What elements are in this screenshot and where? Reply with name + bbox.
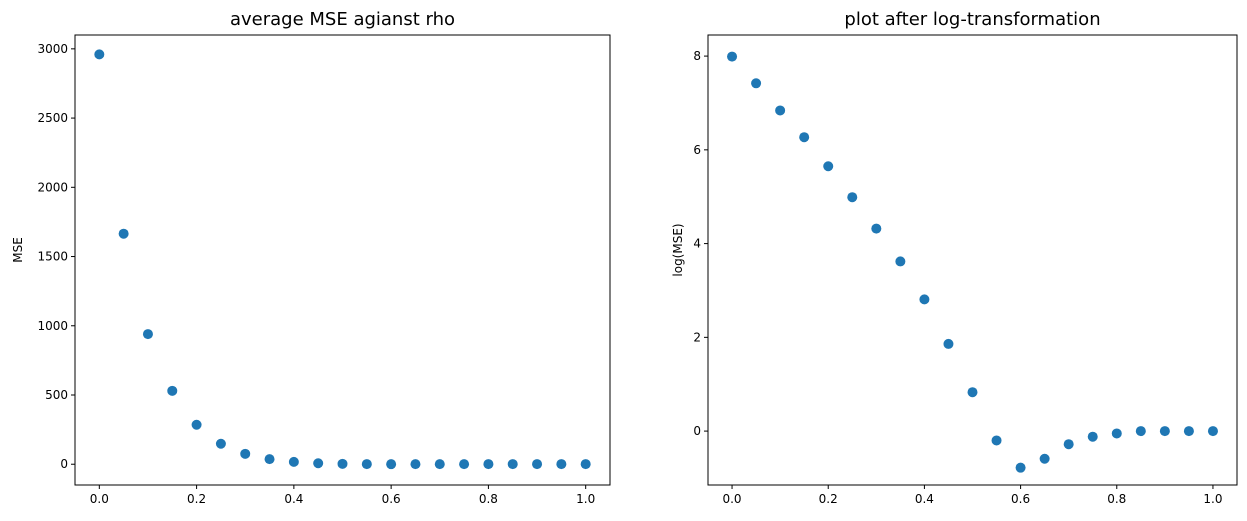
scatter-point [556,459,567,470]
axes-frame [74,34,611,486]
chart-log-mse: plot after log-transformation log(MSE) 0… [671,9,1238,506]
scatter-point [775,105,786,116]
scatter-point [337,458,348,469]
scatter-point [871,223,882,234]
scatter-point [823,161,834,172]
x-tick-label: 0.0 [722,492,741,506]
scatter-point [459,459,470,470]
chart-title: plot after log-transformation [844,9,1100,30]
scatter-point [1063,439,1074,450]
scatter-point [799,132,810,143]
x-tick-label: 0.0 [90,492,109,506]
y-tick-label: 2500 [37,111,68,125]
axes-frame [707,34,1238,486]
axis-ticks: 0.0 0.2 0.4 0.6 0.8 1.0 0 500 1000 1500 2000 2500 30… [37,42,595,506]
scatter-point [1111,428,1122,439]
axis-ticks: 0.0 0.2 0.4 0.6 0.8 1.0 0 2 4 6 8 [693,49,1222,506]
scatter-point [847,192,858,203]
scatter-point [1183,426,1194,437]
x-tick-label: 0.8 [1107,492,1126,506]
y-tick-label: 1500 [37,250,68,264]
scatter-point [410,459,421,470]
scatter-point [727,51,738,62]
y-tick-label: 3000 [37,42,68,56]
scatter-point [532,459,543,470]
scatter-point [167,385,178,396]
y-axis-label: MSE [11,237,25,263]
y-tick-label: 500 [45,388,68,402]
scatter-point [483,459,494,470]
scatter-point [967,387,978,398]
y-tick-label: 8 [693,49,701,63]
x-tick-label: 0.2 [187,492,206,506]
scatter-point [240,448,251,459]
scatter-point [991,435,1002,446]
x-tick-label: 0.4 [284,492,303,506]
x-tick-label: 1.0 [576,492,595,506]
scatter-points [94,49,591,470]
y-tick-label: 0 [60,457,68,471]
scatter-point [1039,453,1050,464]
scatter-point [288,456,299,467]
y-tick-label: 4 [693,237,701,251]
y-tick-label: 2 [693,330,701,344]
scatter-point [943,338,954,349]
y-tick-label: 1000 [37,319,68,333]
x-tick-label: 0.6 [382,492,401,506]
scatter-point [895,256,906,267]
x-tick-label: 0.4 [915,492,934,506]
scatter-points [727,51,1218,473]
x-tick-label: 0.8 [479,492,498,506]
scatter-point [1159,426,1170,437]
scatter-point [1135,426,1146,437]
scatter-point [361,459,372,470]
scatter-point [507,459,518,470]
y-tick-label: 0 [693,424,701,438]
y-axis-label: log(MSE) [671,223,685,276]
y-tick-label: 2000 [37,180,68,194]
x-tick-label: 0.6 [1011,492,1030,506]
scatter-point [142,329,153,340]
scatter-point [580,459,591,470]
scatter-point [191,419,202,430]
x-tick-label: 0.2 [819,492,838,506]
scatter-point [313,458,324,469]
chart-mse: average MSE agianst rho MSE 0.0 0.2 0.4 0.6… [11,9,611,506]
scatter-point [264,454,275,465]
scatter-point [1207,426,1218,437]
y-tick-label: 6 [693,143,701,157]
scatter-point [386,459,397,470]
scatter-point [118,228,129,239]
scatter-point [94,49,105,60]
x-tick-label: 1.0 [1203,492,1222,506]
scatter-point [215,438,226,449]
scatter-point [1087,431,1098,442]
scatter-point [751,78,762,89]
chart-title: average MSE agianst rho [230,9,455,30]
scatter-point [919,294,930,305]
scatter-point [434,459,445,470]
scatter-point [1015,462,1026,473]
